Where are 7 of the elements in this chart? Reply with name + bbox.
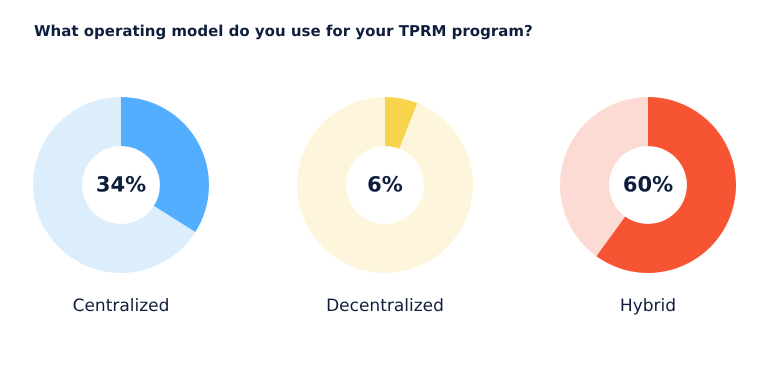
data-label: 60% <box>622 172 674 196</box>
text: Decentralized <box>325 296 445 316</box>
text: What operating model do you use for your TPRM program? <box>34 22 533 40</box>
text: Hybrid <box>618 296 678 316</box>
text: Centralized <box>72 296 170 316</box>
data-label: 34% <box>96 172 146 196</box>
data-label: 6% <box>367 172 403 196</box>
